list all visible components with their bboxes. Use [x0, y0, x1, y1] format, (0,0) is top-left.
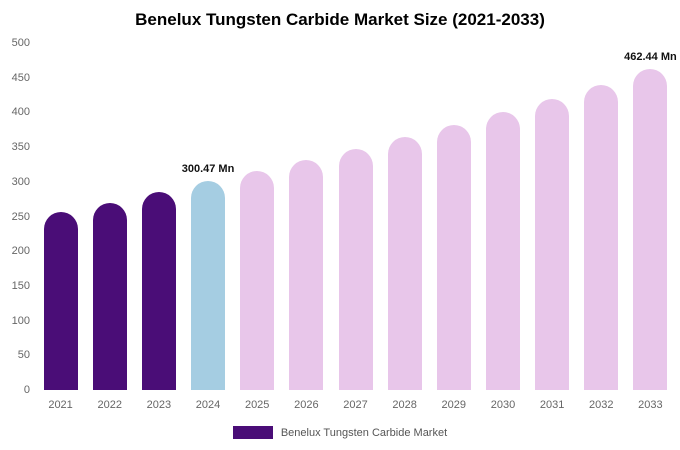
bar-2030	[485, 112, 520, 390]
x-tick-label: 2031	[539, 399, 565, 411]
y-tick-label: 250	[11, 210, 30, 223]
y-tick-label: 500	[11, 37, 30, 49]
y-tick-label: 450	[11, 71, 30, 84]
legend-swatch	[232, 426, 273, 439]
bar-2033	[633, 69, 668, 390]
legend: Benelux Tungsten Carbide Market	[0, 426, 680, 439]
bar-2031	[535, 99, 570, 390]
x-tick-label: 2026	[294, 399, 319, 411]
bar-2023	[141, 192, 176, 390]
x-tick-label: 2030	[490, 399, 516, 411]
bar-2032	[584, 84, 619, 390]
chart-title: Benelux Tungsten Carbide Market Size (20…	[135, 10, 545, 29]
x-tick-label: 2025	[244, 399, 270, 411]
bar-2029	[436, 124, 471, 390]
y-tick-label: 200	[11, 245, 30, 258]
bar-2027	[338, 149, 373, 390]
legend-label: Benelux Tungsten Carbide Market	[280, 426, 448, 439]
x-tick-label: 2033	[638, 399, 663, 411]
x-tick-label: 2032	[589, 399, 614, 411]
bar-2025	[240, 171, 275, 390]
x-tick-label: 2024	[195, 399, 221, 411]
y-tick-label: 50	[17, 349, 30, 362]
bar-2026	[289, 160, 324, 390]
bar-2022	[92, 202, 127, 390]
y-tick-label: 100	[11, 314, 30, 327]
plot-area	[36, 43, 675, 390]
x-tick-label: 2023	[146, 399, 172, 411]
x-tick-label: 2021	[48, 399, 73, 411]
y-tick-label: 0	[23, 384, 30, 396]
x-tick-label: 2027	[343, 399, 368, 411]
x-tick-label: 2022	[97, 399, 122, 411]
bar-2024	[191, 181, 226, 390]
y-tick-label: 350	[11, 141, 30, 154]
y-tick-label: 300	[11, 175, 30, 188]
bar-2021	[43, 212, 78, 390]
y-tick-label: 400	[11, 106, 30, 119]
bar-2028	[387, 137, 422, 390]
x-tick-label: 2029	[441, 399, 467, 411]
y-tick-label: 150	[11, 279, 30, 292]
x-tick-label: 2028	[392, 399, 417, 411]
